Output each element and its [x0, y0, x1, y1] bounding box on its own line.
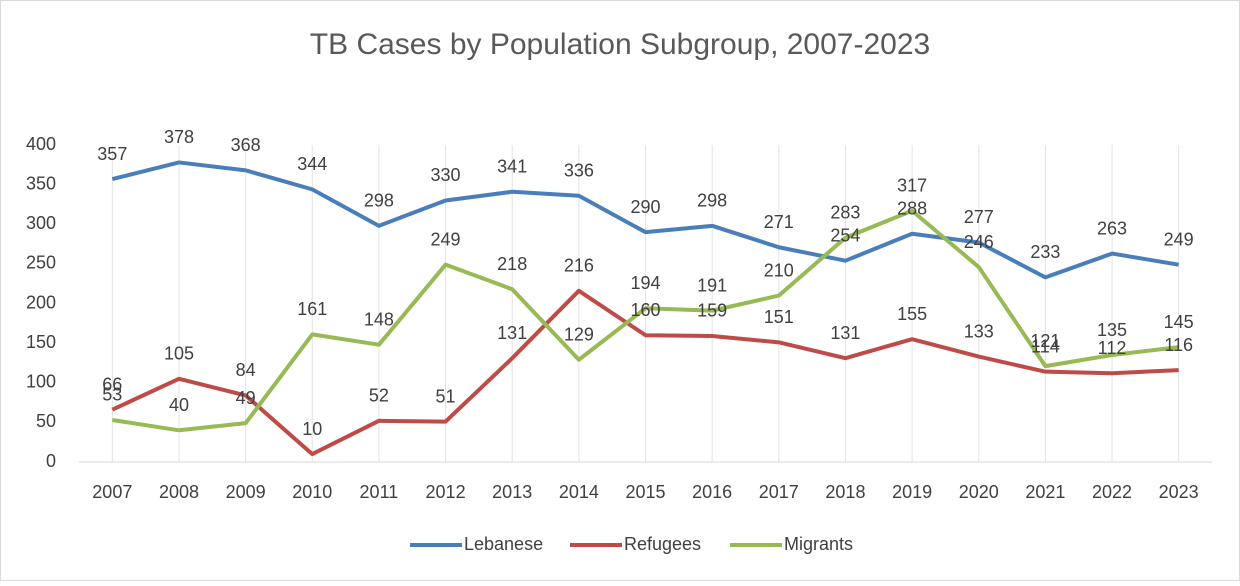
data-label: 249 [431, 229, 461, 249]
data-label: 263 [1097, 218, 1127, 238]
data-label: 191 [697, 275, 727, 295]
chart-title: TB Cases by Population Subgroup, 2007-20… [310, 28, 930, 61]
x-tick-label: 2015 [625, 482, 665, 502]
data-label: 49 [236, 388, 256, 408]
data-label: 159 [697, 301, 727, 321]
series-line [111, 288, 1179, 457]
series-line [111, 160, 1180, 280]
x-tick-label: 2009 [226, 482, 266, 502]
data-label: 233 [1030, 242, 1060, 262]
x-tick-label: 2023 [1159, 482, 1199, 502]
data-label: 368 [231, 135, 261, 155]
y-tick-label: 350 [26, 173, 56, 193]
data-label: 344 [297, 154, 327, 174]
x-tick-label: 2018 [825, 482, 865, 502]
data-label: 133 [964, 321, 994, 341]
data-label: 160 [630, 300, 660, 320]
data-label: 53 [102, 385, 122, 405]
y-tick-label: 150 [26, 332, 56, 352]
x-tick-label: 2016 [692, 482, 732, 502]
data-label: 283 [830, 202, 860, 222]
y-tick-label: 100 [26, 372, 56, 392]
data-label: 148 [364, 309, 394, 329]
data-label: 330 [431, 165, 461, 185]
y-tick-label: 0 [46, 451, 56, 471]
data-label: 105 [164, 344, 194, 364]
data-label: 131 [497, 323, 527, 343]
x-tick-label: 2021 [1025, 482, 1065, 502]
legend-label: Migrants [784, 534, 853, 554]
data-label: 135 [1097, 320, 1127, 340]
data-label: 121 [1030, 331, 1060, 351]
x-tick-label: 2019 [892, 482, 932, 502]
series-line [112, 208, 1179, 433]
data-label: 145 [1164, 312, 1194, 332]
legend-label: Refugees [624, 534, 701, 554]
y-tick-label: 300 [26, 213, 56, 233]
data-label: 341 [497, 157, 527, 177]
data-label: 277 [964, 207, 994, 227]
data-label: 288 [897, 199, 927, 219]
data-label: 129 [564, 325, 594, 345]
data-label: 151 [764, 307, 794, 327]
data-label: 336 [564, 160, 594, 180]
data-label: 357 [97, 144, 127, 164]
y-tick-label: 250 [26, 253, 56, 273]
data-label: 155 [897, 304, 927, 324]
data-label: 161 [297, 299, 327, 319]
data-label: 246 [964, 232, 994, 252]
data-label: 116 [1164, 335, 1193, 355]
data-label: 271 [764, 212, 794, 232]
data-label: 131 [830, 323, 860, 343]
data-label: 51 [436, 386, 456, 406]
x-tick-label: 2010 [292, 482, 332, 502]
x-tick-label: 2020 [959, 482, 999, 502]
data-label: 298 [364, 191, 394, 211]
data-label: 10 [302, 419, 322, 439]
data-label: 298 [697, 191, 727, 211]
x-tick-label: 2012 [426, 482, 466, 502]
x-tick-label: 2014 [559, 482, 599, 502]
data-label: 317 [897, 176, 927, 196]
x-tick-label: 2011 [360, 482, 399, 502]
data-label: 112 [1098, 338, 1127, 358]
data-label: 216 [564, 256, 594, 276]
data-label: 249 [1164, 229, 1194, 249]
data-label: 40 [169, 395, 189, 415]
legend-label: Lebanese [464, 534, 543, 554]
x-tick-label: 2013 [492, 482, 532, 502]
data-label: 218 [497, 254, 527, 274]
data-label: 52 [369, 386, 389, 406]
data-label: 114 [1031, 336, 1060, 356]
y-tick-label: 200 [26, 292, 56, 312]
y-tick-label: 50 [36, 411, 56, 431]
x-tick-label: 2017 [759, 482, 799, 502]
data-label: 254 [830, 225, 860, 245]
data-label: 66 [102, 374, 122, 394]
x-tick-label: 2022 [1092, 482, 1132, 502]
data-label: 84 [236, 360, 256, 380]
data-label: 378 [164, 127, 194, 147]
y-tick-label: 400 [26, 134, 56, 154]
data-label: 194 [630, 273, 660, 293]
x-tick-label: 2007 [92, 482, 132, 502]
x-tick-label: 2008 [159, 482, 199, 502]
data-label: 210 [764, 260, 794, 280]
data-label: 290 [630, 197, 660, 217]
